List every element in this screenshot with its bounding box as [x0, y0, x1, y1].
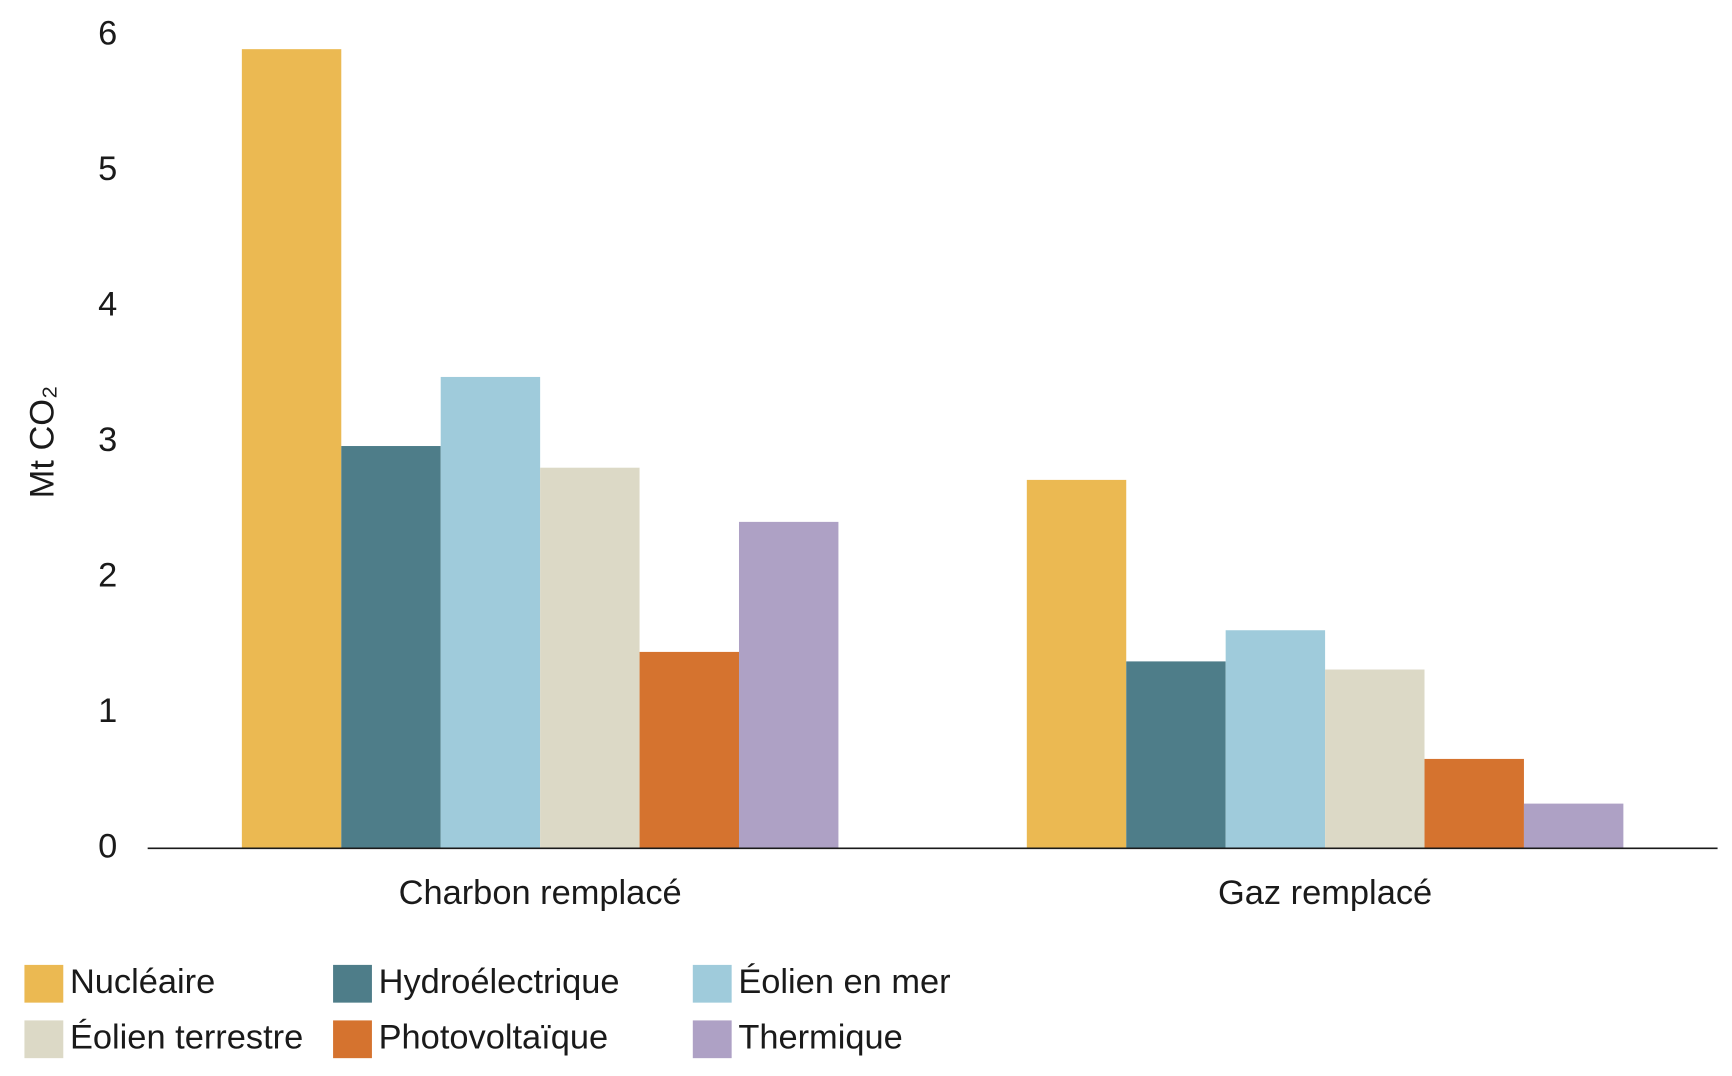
legend-swatch — [333, 964, 372, 1003]
bar — [1225, 630, 1326, 849]
legend-label: Éolien en mer — [738, 962, 950, 1001]
bar — [1026, 479, 1127, 849]
legend-label: Hydroélectrique — [379, 963, 620, 1001]
y-axis-label: Mt CO₂ — [24, 386, 62, 499]
bar — [1424, 758, 1524, 849]
legend-swatch — [333, 1020, 372, 1059]
legend-swatch — [692, 1020, 732, 1059]
y-tick-label: 0 — [98, 827, 117, 865]
legend-label: Nucléaire — [70, 963, 215, 1001]
legend-swatch — [692, 964, 732, 1003]
bar — [440, 376, 541, 849]
x-tick-label: Charbon remplacé — [399, 874, 682, 912]
bar — [1523, 803, 1624, 849]
y-tick-label: 6 — [98, 15, 117, 53]
bar — [540, 467, 640, 849]
legend-label: Photovoltaïque — [379, 1018, 609, 1056]
bar — [639, 651, 739, 849]
y-tick-label: 2 — [98, 557, 117, 595]
legend-swatch — [24, 964, 64, 1003]
legend-label: Thermique — [738, 1018, 902, 1056]
y-tick-label: 3 — [98, 421, 117, 459]
x-tick-label: Gaz remplacé — [1218, 874, 1432, 912]
bar — [738, 521, 839, 849]
y-tick-label: 4 — [98, 286, 117, 324]
legend-label: Éolien terrestre — [70, 1017, 303, 1056]
y-tick-label: 5 — [98, 150, 117, 188]
bar — [1126, 661, 1226, 849]
bar — [341, 446, 441, 849]
legend-swatch — [24, 1020, 64, 1059]
bar — [1325, 669, 1425, 849]
y-tick-label: 1 — [98, 692, 117, 730]
bar — [241, 49, 342, 849]
